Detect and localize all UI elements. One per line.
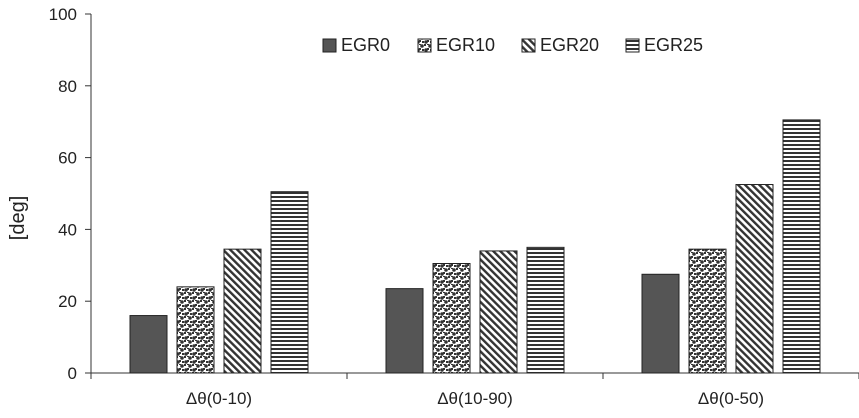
bar-egr25-2 — [782, 119, 821, 374]
x-tick-label: Δθ(0-10) — [186, 389, 252, 408]
legend-label: EGR10 — [436, 35, 495, 55]
legend-item-egr10: EGR10 — [417, 35, 495, 55]
y-tick-label: 80 — [58, 77, 77, 96]
y-tick-label: 20 — [58, 292, 77, 311]
bar-egr20-1 — [479, 250, 518, 374]
bar-egr25-1 — [526, 246, 565, 374]
y-tick-label: 100 — [49, 5, 77, 24]
legend-label: EGR25 — [644, 35, 703, 55]
bar-egr10-1 — [432, 263, 471, 374]
legend-label: EGR0 — [341, 35, 390, 55]
y-tick-label: 60 — [58, 149, 77, 168]
legend-label: EGR20 — [540, 35, 599, 55]
legend-swatch — [417, 38, 432, 53]
legend-swatch — [322, 38, 337, 53]
bars — [129, 119, 821, 374]
x-axis: Δθ(0-10) Δθ(10-90) Δθ(0-50) — [90, 372, 859, 408]
bar-egr0-0 — [129, 315, 168, 374]
y-axis: 0 20 40 60 80 100 — [49, 5, 92, 383]
y-tick-label: 0 — [68, 364, 77, 383]
legend-item-egr20: EGR20 — [521, 35, 599, 55]
bar-egr10-2 — [688, 248, 727, 374]
bar-egr0-2 — [641, 273, 680, 374]
bar-egr0-1 — [385, 288, 424, 374]
bar-egr20-2 — [735, 184, 774, 374]
x-tick-label: Δθ(10-90) — [437, 389, 513, 408]
legend-swatch — [625, 38, 640, 53]
legend-item-egr25: EGR25 — [625, 35, 703, 55]
legend: EGR0 EGR10 EGR20 EGR25 — [322, 35, 703, 55]
legend-item-egr0: EGR0 — [322, 35, 390, 55]
x-tick-label: Δθ(0-50) — [698, 389, 764, 408]
bar-egr10-0 — [176, 286, 215, 374]
legend-swatch — [521, 38, 536, 53]
y-axis-label: [deg] — [7, 196, 29, 240]
y-tick-label: 40 — [58, 220, 77, 239]
bar-egr20-0 — [223, 248, 262, 374]
bar-egr25-0 — [270, 191, 309, 374]
